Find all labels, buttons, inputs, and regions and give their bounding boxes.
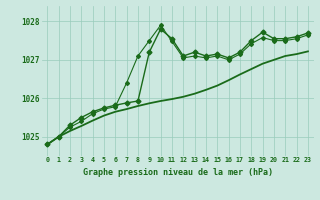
X-axis label: Graphe pression niveau de la mer (hPa): Graphe pression niveau de la mer (hPa) (83, 168, 273, 177)
